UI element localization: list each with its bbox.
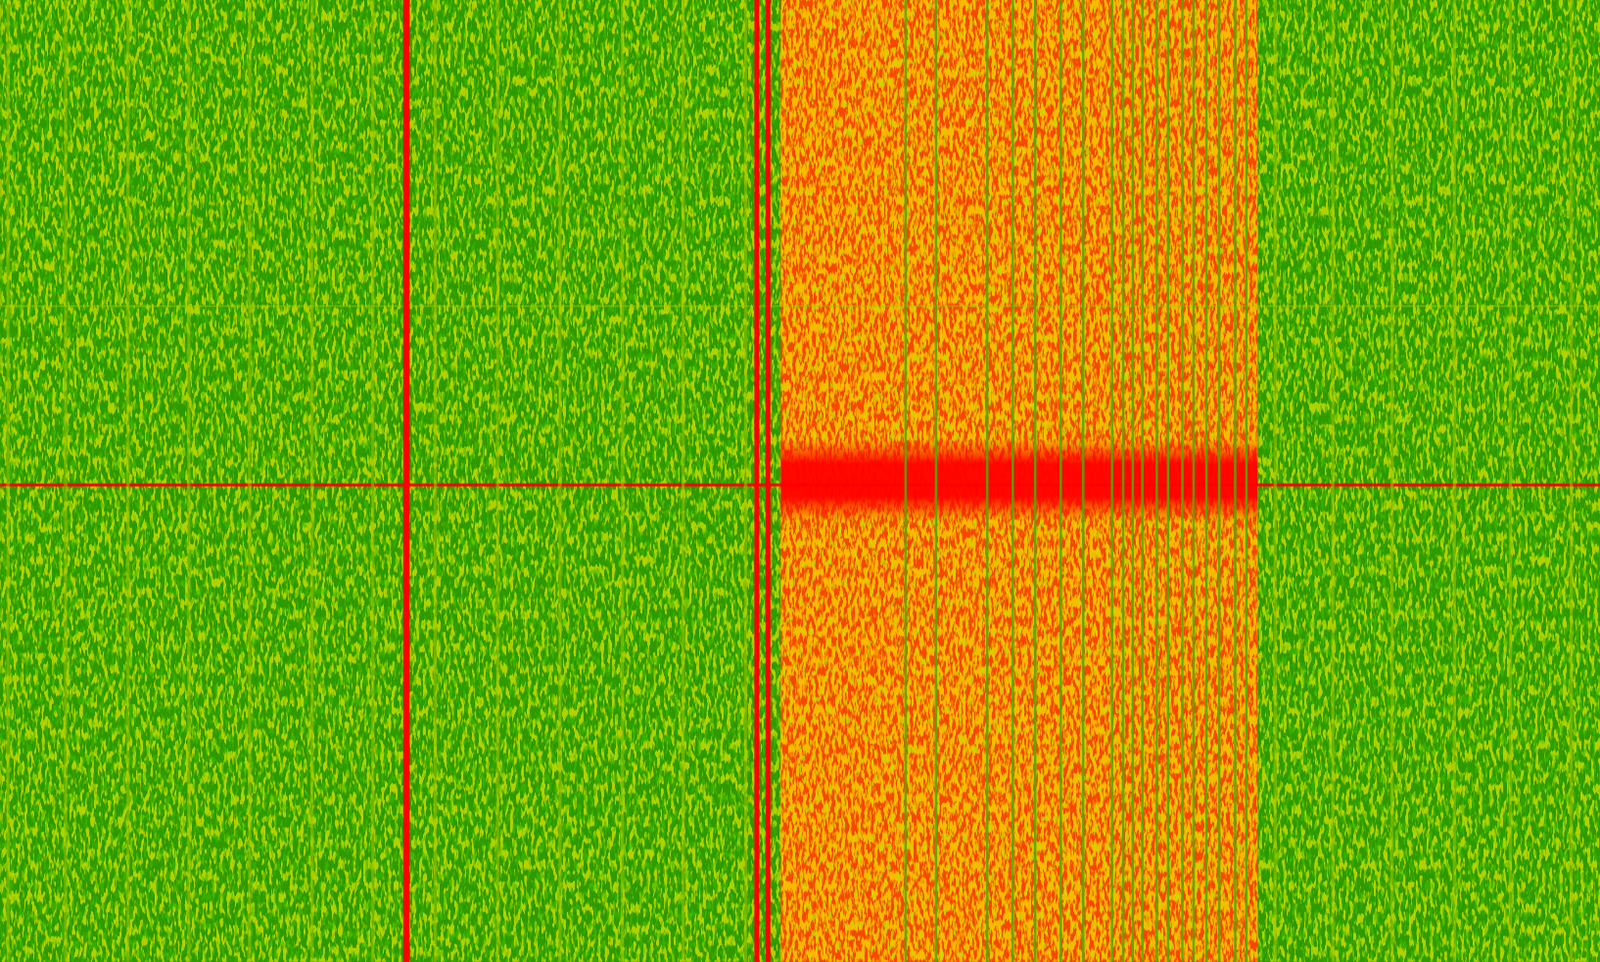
carrier-line xyxy=(1273,0,1277,962)
plot-area xyxy=(0,0,1600,962)
row-line xyxy=(0,483,1600,487)
carrier-line xyxy=(765,0,771,962)
carrier-line xyxy=(1508,0,1512,962)
carrier-line xyxy=(496,0,500,962)
carrier-line xyxy=(433,0,437,962)
carrier-line xyxy=(753,0,759,962)
carrier-line xyxy=(1569,0,1573,962)
carrier-line xyxy=(620,0,624,962)
carrier-line xyxy=(126,0,130,962)
carrier-line xyxy=(904,0,907,962)
carrier-line xyxy=(1131,0,1134,962)
carrier-line xyxy=(1218,0,1221,962)
carrier-line xyxy=(63,0,67,962)
carrier-line xyxy=(1167,0,1170,962)
carrier-line xyxy=(1059,0,1062,962)
spectrogram xyxy=(0,0,1600,962)
axis-line xyxy=(0,0,2,962)
carrier-line xyxy=(1011,0,1014,962)
carrier-line xyxy=(403,0,411,962)
carrier-line xyxy=(187,0,190,962)
carrier-line xyxy=(1192,0,1195,962)
carrier-line xyxy=(1122,0,1125,962)
burst xyxy=(780,438,1258,520)
carrier-line xyxy=(1155,0,1158,962)
band-noise xyxy=(780,0,1258,962)
carrier-line xyxy=(371,0,375,962)
carrier-line xyxy=(1390,0,1394,962)
carrier-line xyxy=(1233,0,1236,962)
band-texture xyxy=(780,0,1258,962)
carrier-line xyxy=(681,0,685,962)
carrier-line xyxy=(1110,0,1113,962)
carrier-line xyxy=(1082,0,1084,962)
carrier-line xyxy=(1180,0,1183,962)
carrier-line xyxy=(986,0,989,962)
carrier-line xyxy=(558,0,562,962)
carrier-line xyxy=(6,0,10,962)
carrier-line xyxy=(1330,0,1334,962)
carrier-line xyxy=(935,0,938,962)
noise-floor xyxy=(0,0,1600,962)
noise-texture xyxy=(0,0,1600,962)
x-axis xyxy=(0,961,1600,962)
axis-line xyxy=(0,961,1600,962)
y-axis xyxy=(0,0,2,962)
carrier-line xyxy=(1034,0,1036,962)
carrier-line xyxy=(247,0,251,962)
row-line xyxy=(0,305,1600,308)
carrier-line xyxy=(1140,0,1143,962)
carrier-line xyxy=(310,0,314,962)
carrier-line xyxy=(1205,0,1208,962)
carrier-line xyxy=(1245,0,1248,962)
noise-texture xyxy=(0,0,1600,962)
carrier-line xyxy=(744,0,748,962)
carrier-line xyxy=(1453,0,1457,962)
band-noise xyxy=(780,0,1258,962)
